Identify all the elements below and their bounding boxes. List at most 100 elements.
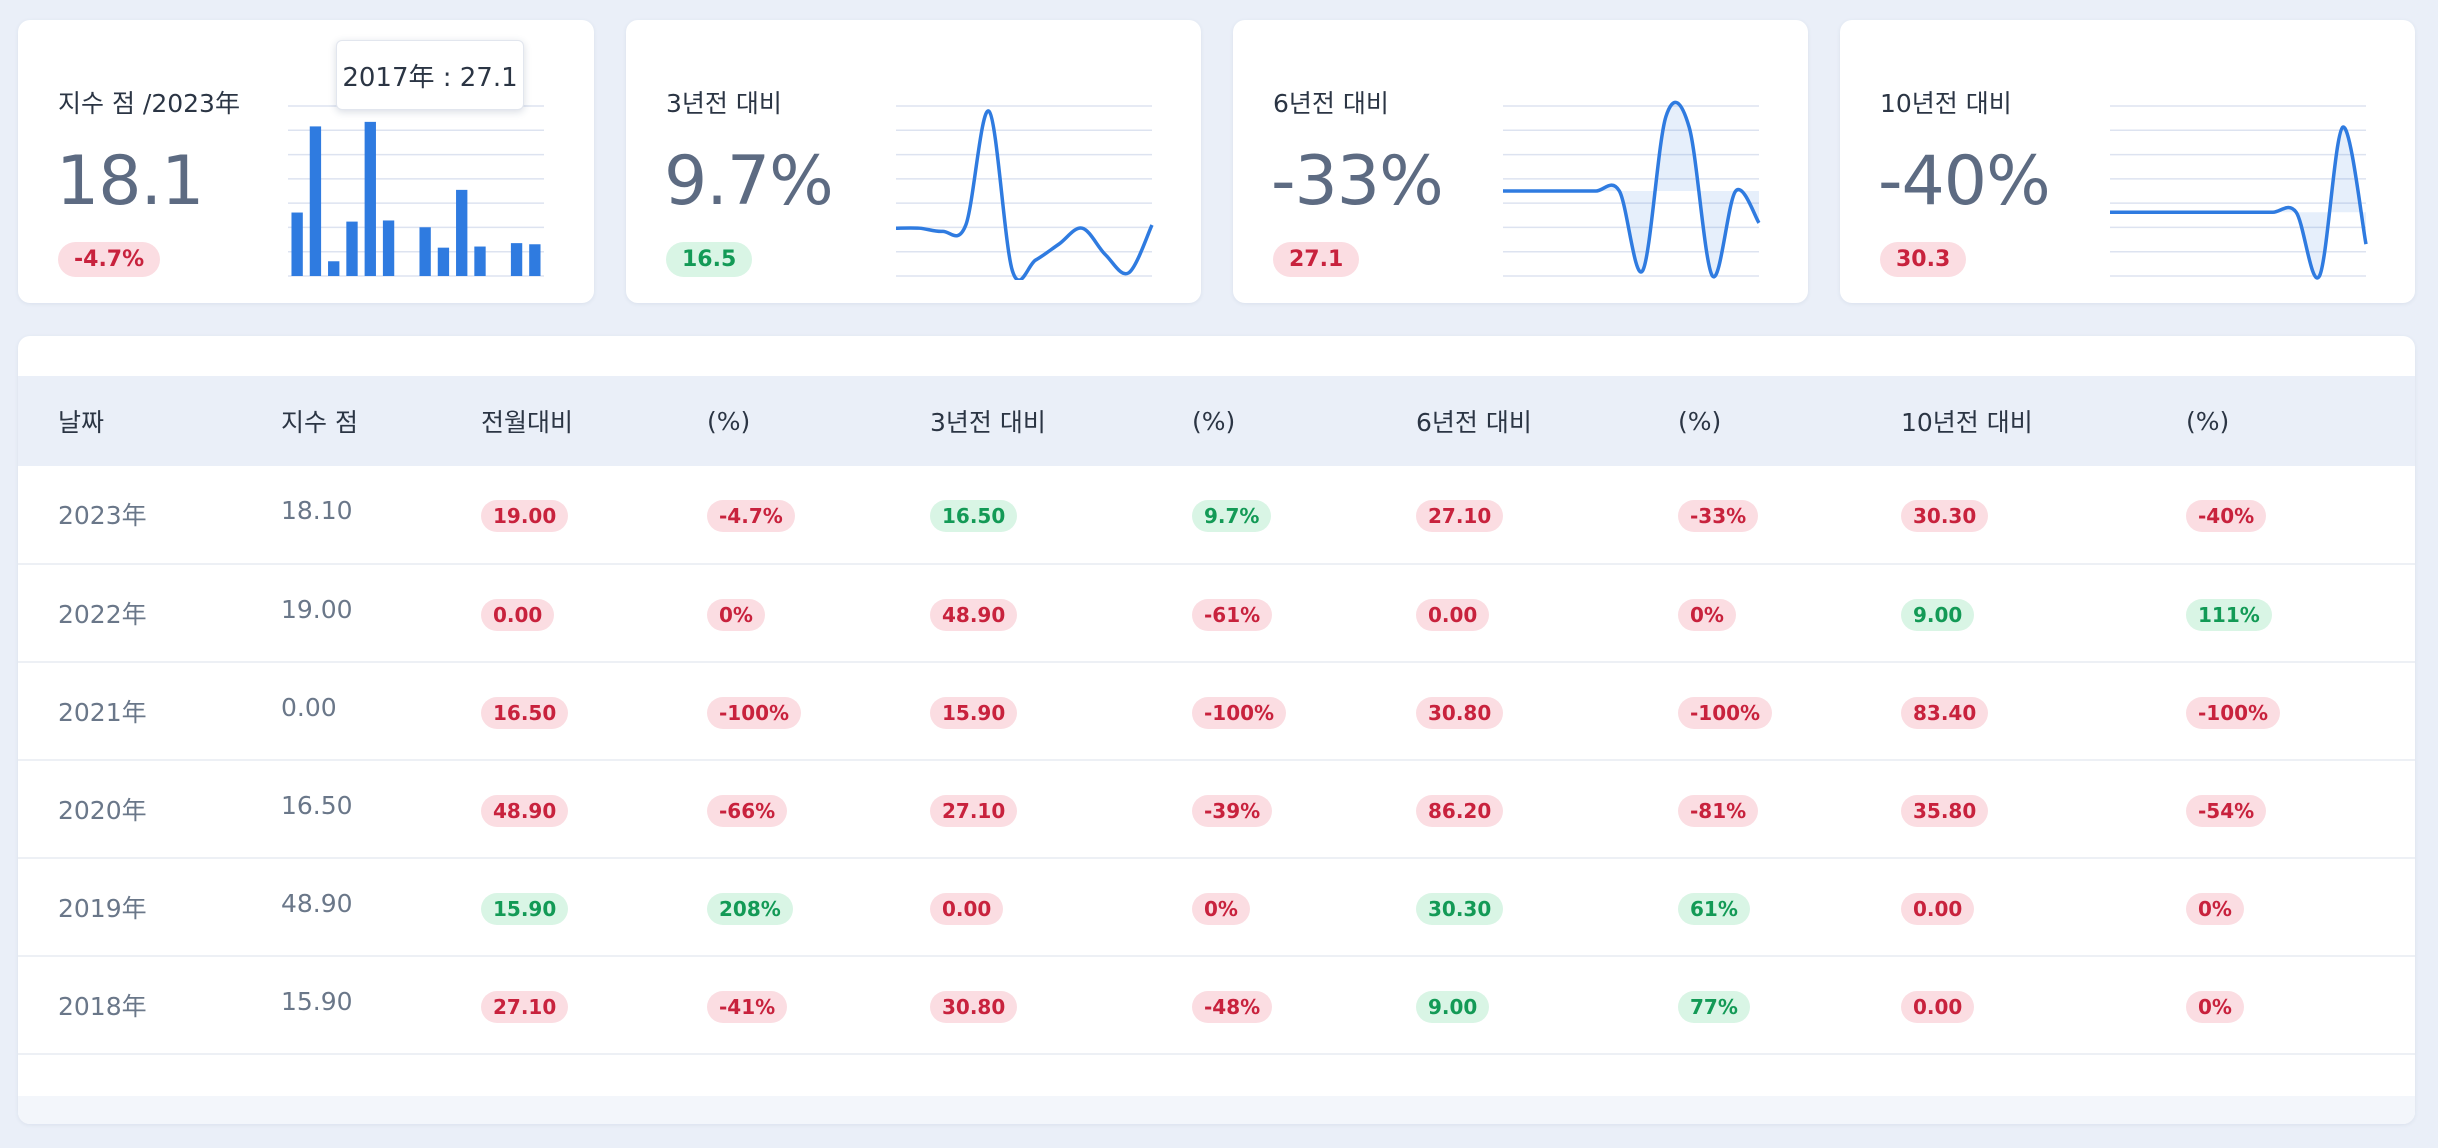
change-cell: 27.10	[441, 956, 667, 1054]
series-line[interactable]	[2110, 125, 2368, 280]
stat-card-10y: 10년전 대비 -40% 30.3	[1840, 20, 2415, 303]
column-header[interactable]: (%)	[2186, 406, 2230, 436]
stat-title: 6년전 대비	[1273, 89, 1389, 118]
change-badge: 27.10	[481, 991, 569, 1023]
stat-badge: 27.1	[1273, 242, 1360, 277]
change-cell: 0.00	[441, 564, 667, 662]
change-cell: -100%	[2146, 662, 2415, 760]
change-cell: 86.20	[1376, 760, 1638, 858]
change-badge: 0%	[707, 599, 765, 631]
change-badge: -39%	[1192, 795, 1273, 827]
change-badge: 30.30	[1901, 500, 1989, 532]
bar-sparkline[interactable]	[278, 100, 558, 280]
change-badge: 9.00	[1416, 991, 1490, 1023]
change-badge: 15.90	[481, 893, 569, 925]
change-badge: -33%	[1678, 500, 1759, 532]
change-badge: 111%	[2186, 599, 2272, 631]
change-cell: 0.00	[1376, 564, 1638, 662]
bar[interactable]	[291, 212, 303, 276]
bar[interactable]	[309, 126, 322, 277]
change-badge: 0.00	[481, 599, 555, 631]
stat-badge: -4.7%	[58, 242, 161, 277]
change-cell: 0%	[1152, 858, 1376, 956]
column-header[interactable]: 전월대비	[481, 408, 574, 437]
change-cell: 9.7%	[1152, 466, 1376, 564]
series-line[interactable]	[895, 109, 1154, 280]
index-value-cell: 15.90	[281, 987, 353, 1016]
bar[interactable]	[364, 121, 376, 276]
table-row[interactable]: 2020年 16.50 48.90 -66% 27.10 -39% 86.20 -81% 35.…	[18, 760, 2415, 858]
column-header[interactable]: 10년전 대비	[1901, 408, 2033, 437]
change-badge: -61%	[1192, 599, 1273, 631]
column-header[interactable]: (%)	[707, 406, 751, 436]
change-cell: 16.50	[441, 662, 667, 760]
change-cell: -41%	[667, 956, 890, 1054]
bar[interactable]	[437, 247, 450, 276]
area-sparkline[interactable]	[2100, 100, 2380, 280]
change-badge: -100%	[1192, 697, 1287, 729]
change-cell: -100%	[667, 662, 890, 760]
change-badge: 48.90	[481, 795, 569, 827]
change-badge: 15.90	[930, 697, 1018, 729]
line-sparkline[interactable]	[886, 100, 1166, 280]
change-cell: -40%	[2146, 466, 2415, 564]
bar[interactable]	[474, 246, 486, 276]
change-cell: 16.50	[890, 466, 1152, 564]
area-sparkline[interactable]	[1493, 100, 1773, 280]
change-badge: 0%	[2186, 893, 2244, 925]
area-fill	[2110, 127, 2366, 278]
index-value-cell: 16.50	[281, 791, 353, 820]
change-badge: 0.00	[930, 893, 1004, 925]
column-header[interactable]: 날짜	[58, 408, 105, 437]
change-badge: 27.10	[930, 795, 1018, 827]
change-badge: 86.20	[1416, 795, 1504, 827]
stat-title: 10년전 대비	[1880, 89, 2012, 118]
table-row[interactable]: 2019年 48.90 15.90 208% 0.00 0% 30.30 61% 0.00 0%	[18, 858, 2415, 956]
bar[interactable]	[382, 220, 395, 276]
stat-value: -33%	[1271, 142, 1444, 221]
change-cell: 0%	[2146, 956, 2415, 1054]
bar[interactable]	[456, 189, 468, 276]
bar[interactable]	[419, 227, 431, 276]
change-badge: 0%	[1678, 599, 1736, 631]
index-value-cell: 0.00	[281, 693, 337, 722]
change-cell: 111%	[2146, 564, 2415, 662]
date-cell: 2020年	[58, 796, 147, 825]
change-badge: -100%	[2186, 697, 2281, 729]
column-header[interactable]: 3년전 대비	[930, 408, 1046, 437]
change-badge: 16.50	[930, 500, 1018, 532]
bar[interactable]	[328, 261, 340, 276]
table-row[interactable]: 2022年 19.00 0.00 0% 48.90 -61% 0.00 0% 9.00 111%	[18, 564, 2415, 662]
change-badge: 30.80	[930, 991, 1018, 1023]
index-value-cell: 18.10	[281, 496, 353, 525]
date-cell: 2018年	[58, 992, 147, 1021]
change-cell: 15.90	[890, 662, 1152, 760]
bar[interactable]	[510, 243, 523, 276]
bar[interactable]	[529, 244, 541, 276]
change-cell: 19.00	[441, 466, 667, 564]
change-cell: -61%	[1152, 564, 1376, 662]
table-row[interactable]: 2018年 15.90 27.10 -41% 30.80 -48% 9.00 77% 0.00 0…	[18, 956, 2415, 1054]
column-header[interactable]: (%)	[1192, 406, 1236, 436]
stat-badge: 16.5	[666, 242, 753, 277]
date-cell: 2023年	[58, 501, 147, 530]
change-badge: 9.00	[1901, 599, 1975, 631]
series-line[interactable]	[1503, 100, 1761, 279]
change-cell: 35.80	[1861, 760, 2146, 858]
change-badge: 208%	[707, 893, 793, 925]
change-badge: -81%	[1678, 795, 1759, 827]
change-cell: 0.00	[890, 858, 1152, 956]
column-header[interactable]: 지수 점	[281, 408, 358, 437]
table-row[interactable]: 2021年 0.00 16.50 -100% 15.90 -100% 30.80 -100% 8…	[18, 662, 2415, 760]
change-badge: 27.10	[1416, 500, 1504, 532]
change-badge: 83.40	[1901, 697, 1989, 729]
column-header[interactable]: (%)	[1678, 406, 1722, 436]
change-cell: -66%	[667, 760, 890, 858]
data-table: 날짜 지수 점 전월대비 (%) 3년전 대비 (%) 6년전 대비 (%) 10년전 대비 (%…	[18, 376, 2415, 1055]
stat-title: 3년전 대비	[666, 89, 782, 118]
change-cell: 9.00	[1861, 564, 2146, 662]
column-header[interactable]: 6년전 대비	[1416, 408, 1532, 437]
table-row[interactable]: 2023年 18.10 19.00 -4.7% 16.50 9.7% 27.10 -33% 30…	[18, 466, 2415, 564]
bar[interactable]	[346, 221, 358, 276]
change-cell: 0%	[2146, 858, 2415, 956]
